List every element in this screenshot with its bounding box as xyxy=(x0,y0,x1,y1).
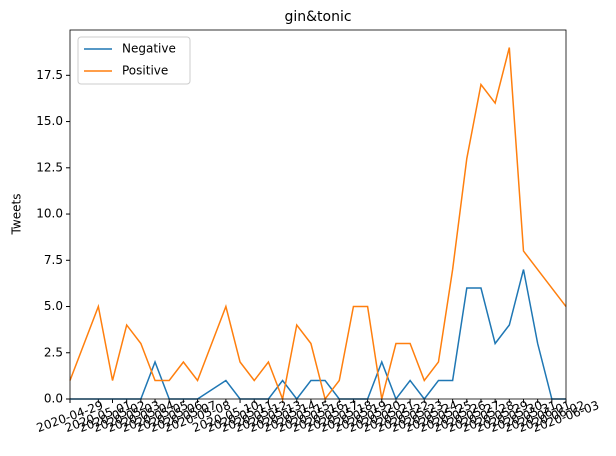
y-tick-label: 7.5 xyxy=(44,253,63,267)
y-tick-label: 15.0 xyxy=(36,114,63,128)
legend-label: Positive xyxy=(122,64,168,78)
y-tick-label: 2.5 xyxy=(44,345,63,359)
y-tick-label: 17.5 xyxy=(36,68,63,82)
chart-title: gin&tonic xyxy=(284,9,351,25)
series-line xyxy=(70,269,566,401)
y-tick-label: 10.0 xyxy=(36,207,63,221)
y-axis-label: Tweets xyxy=(10,194,24,236)
y-tick-label: 0.0 xyxy=(44,392,63,406)
y-tick-label: 12.5 xyxy=(36,160,63,174)
legend-label: Negative xyxy=(122,42,176,56)
y-tick-label: 5.0 xyxy=(44,299,63,313)
plot-frame xyxy=(69,29,567,400)
series-line xyxy=(69,47,567,402)
